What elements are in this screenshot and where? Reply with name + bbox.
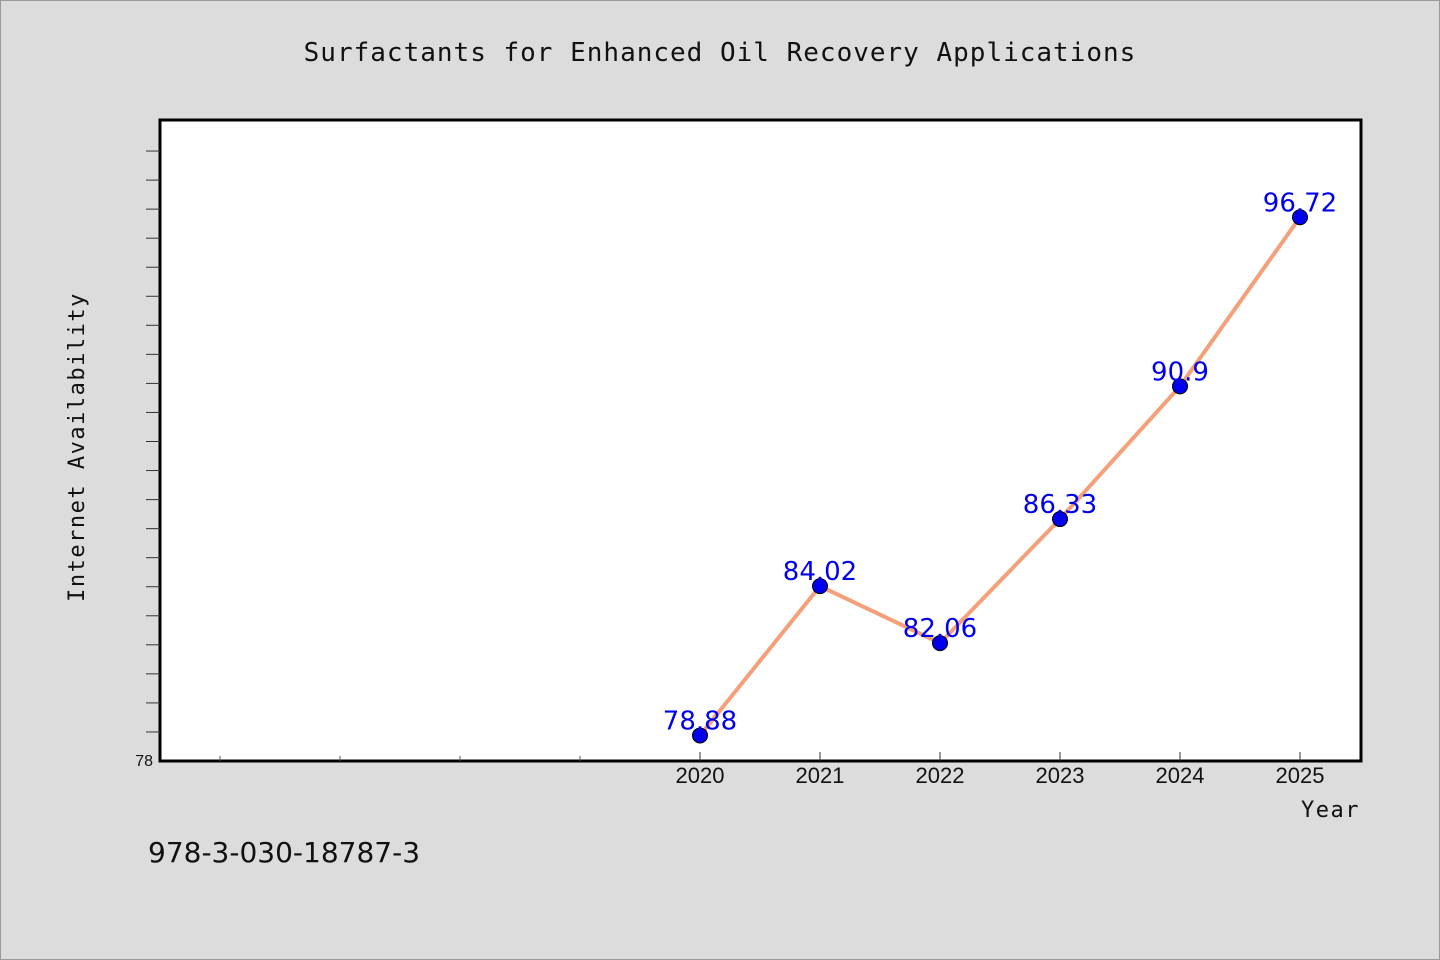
data-point [932,635,948,652]
data-point [1052,511,1068,528]
x-tick-label: 2025 [1276,763,1325,788]
data-label: 90.9 [1151,357,1209,387]
data-label: 78.88 [663,706,737,736]
data-point [1172,378,1188,395]
x-tick-label: 2024 [1156,763,1205,788]
data-point [692,727,708,744]
data-label: 86.33 [1023,490,1097,520]
y-axis-ticks [146,150,160,733]
series-markers-group [692,209,1308,744]
x-tick-label: 2023 [1036,763,1085,788]
data-label: 84.02 [783,557,857,587]
x-axis-minor-ticks [219,756,581,761]
series-line-group [698,215,1302,738]
data-label: 82.06 [903,614,977,644]
data-label: 96.72 [1263,188,1337,218]
data-labels-group: 78.88 84.02 82.06 86.33 90.9 96.72 [663,188,1337,736]
isbn-text: 978-3-030-18787-3 [148,836,420,869]
x-axis-major-ticks [699,752,1301,761]
x-tick-label: 2020 [676,763,725,788]
y-axis-label: Internet Availability [65,292,90,602]
chart-title: Surfactants for Enhanced Oil Recovery Ap… [304,38,1137,68]
x-axis-label: Year [1301,798,1360,823]
y-tick-label: 78 [135,753,153,770]
data-point [812,578,828,595]
x-axis-tick-labels: 2020 2021 2022 2023 2024 2025 [676,763,1325,788]
series-line [698,215,1302,738]
data-point [1292,209,1308,226]
plot-area [158,118,1363,763]
x-tick-label: 2021 [796,763,845,788]
x-tick-label: 2022 [916,763,965,788]
